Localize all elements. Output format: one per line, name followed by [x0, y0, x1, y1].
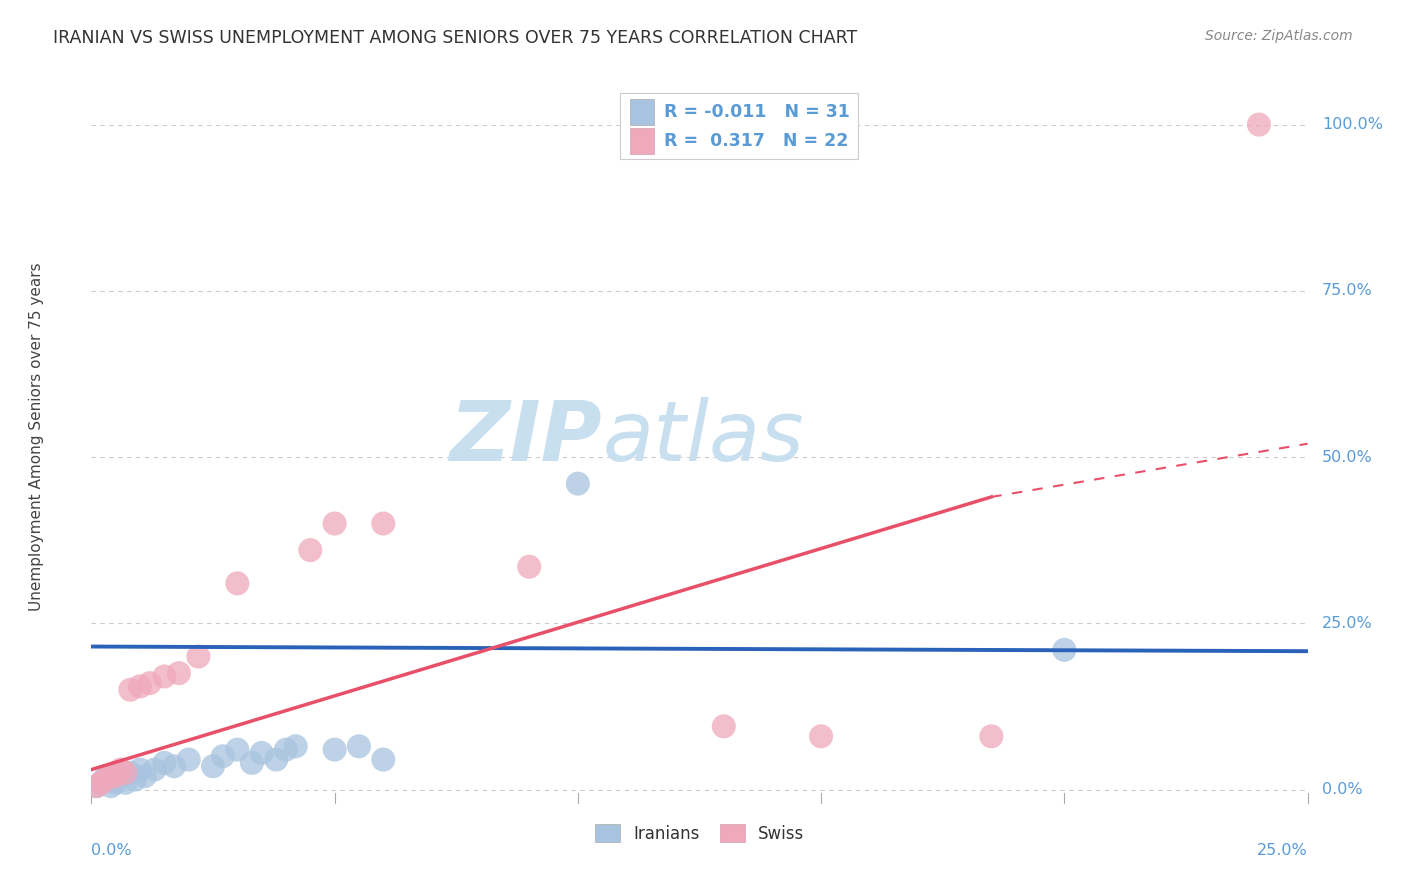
Point: [163, 759, 186, 773]
Point: [1053, 643, 1076, 657]
Text: 0.0%: 0.0%: [1322, 782, 1362, 797]
Point: [110, 763, 132, 777]
Point: [980, 729, 1002, 743]
Text: R =  0.317   N = 22: R = 0.317 N = 22: [664, 132, 849, 150]
Point: [104, 776, 127, 790]
Point: [100, 772, 122, 787]
Point: [129, 680, 152, 694]
Point: [90, 776, 112, 790]
Point: [84, 779, 107, 793]
Point: [299, 543, 322, 558]
Text: atlas: atlas: [602, 397, 804, 477]
Point: [713, 719, 735, 733]
Point: [373, 753, 395, 767]
Point: [250, 746, 273, 760]
Point: [84, 779, 107, 793]
Text: 50.0%: 50.0%: [1322, 450, 1372, 465]
Point: [143, 763, 166, 777]
Point: [211, 749, 233, 764]
Point: [153, 669, 176, 683]
Point: [120, 682, 142, 697]
Point: [114, 765, 136, 780]
Point: [202, 759, 225, 773]
Point: [373, 516, 395, 531]
FancyBboxPatch shape: [620, 94, 858, 159]
Point: [104, 765, 127, 780]
Text: 25.0%: 25.0%: [1322, 615, 1372, 631]
Text: 25.0%: 25.0%: [1257, 843, 1308, 858]
Point: [90, 776, 112, 790]
Point: [153, 756, 176, 770]
Point: [94, 769, 117, 783]
Point: [323, 742, 346, 756]
Point: [810, 729, 832, 743]
Point: [177, 753, 200, 767]
Point: [114, 776, 136, 790]
Text: 100.0%: 100.0%: [1322, 117, 1384, 132]
Point: [104, 769, 127, 783]
Point: [347, 739, 370, 754]
Text: Source: ZipAtlas.com: Source: ZipAtlas.com: [1205, 29, 1353, 43]
Point: [1247, 118, 1270, 132]
Point: [120, 765, 142, 780]
Point: [284, 739, 307, 754]
Point: [226, 576, 249, 591]
Text: ZIP: ZIP: [450, 397, 602, 477]
Point: [110, 769, 132, 783]
Point: [274, 742, 297, 756]
Point: [100, 779, 122, 793]
Text: IRANIAN VS SWISS UNEMPLOYMENT AMONG SENIORS OVER 75 YEARS CORRELATION CHART: IRANIAN VS SWISS UNEMPLOYMENT AMONG SENI…: [53, 29, 858, 46]
Point: [264, 753, 287, 767]
Point: [323, 516, 346, 531]
Point: [567, 476, 589, 491]
Point: [94, 772, 117, 787]
Text: Unemployment Among Seniors over 75 years: Unemployment Among Seniors over 75 years: [30, 263, 44, 611]
Point: [134, 769, 156, 783]
Point: [167, 666, 190, 681]
Text: 0.0%: 0.0%: [91, 843, 132, 858]
Bar: [630, 99, 654, 125]
Point: [240, 756, 263, 770]
Point: [187, 649, 209, 664]
Point: [129, 763, 152, 777]
Text: 75.0%: 75.0%: [1322, 284, 1372, 298]
Bar: [630, 128, 654, 153]
Legend: Iranians, Swiss: Iranians, Swiss: [588, 818, 811, 849]
Point: [124, 772, 146, 787]
Text: R = -0.011   N = 31: R = -0.011 N = 31: [664, 103, 851, 120]
Point: [517, 559, 540, 574]
Point: [226, 742, 249, 756]
Point: [94, 772, 117, 787]
Point: [139, 676, 162, 690]
Point: [100, 769, 122, 783]
